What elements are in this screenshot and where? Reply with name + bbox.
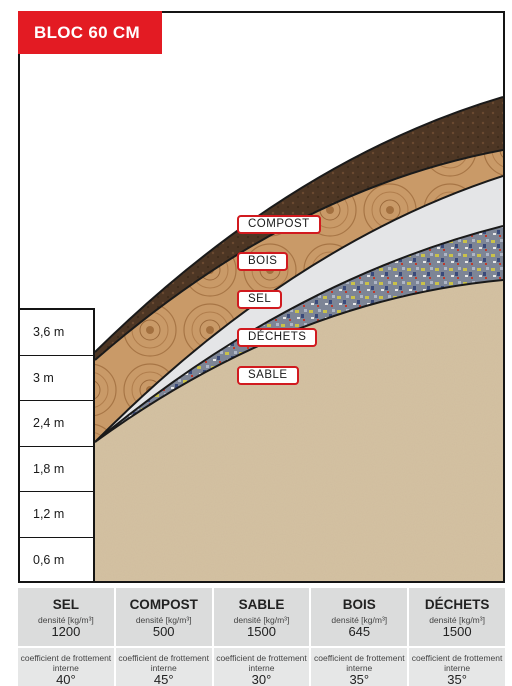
label-sable: SABLE	[237, 366, 299, 385]
scale-tick: 1,2 m	[20, 492, 93, 538]
material-column: BOIS densité [kg/m³] 645 coefficient de …	[311, 588, 408, 686]
friction-value: 35°	[447, 672, 467, 686]
density-label: densité [kg/m³]	[38, 615, 94, 625]
density-label: densité [kg/m³]	[331, 615, 388, 625]
friction-label: coefficient de frottement interne	[216, 653, 307, 673]
material-name: COMPOST	[129, 597, 198, 612]
height-scale: 3,6 m 3 m 2,4 m 1,8 m 1,2 m 0,6 m	[18, 308, 95, 583]
friction-label: coefficient de frottement interne	[118, 653, 209, 673]
friction-value: 45°	[153, 672, 174, 686]
label-compost: COMPOST	[237, 215, 321, 234]
scale-tick: 3,6 m	[20, 310, 93, 356]
density-value: 645	[348, 624, 371, 639]
material-name: BOIS	[342, 597, 376, 612]
density-value: 1500	[247, 624, 276, 639]
density-label: densité [kg/m³]	[429, 615, 485, 625]
friction-label: coefficient de frottement interne	[314, 653, 405, 673]
friction-value: 35°	[349, 672, 370, 686]
material-column: DÉCHETS densité [kg/m³] 1500 coefficient…	[409, 588, 505, 686]
friction-label: coefficient de frottement interne	[411, 653, 503, 673]
materials-table: SEL densité [kg/m³] 1200 coefficient de …	[18, 588, 505, 686]
label-dechets: DÉCHETS	[237, 328, 318, 347]
label-bois: BOIS	[237, 252, 289, 271]
scale-tick: 1,8 m	[20, 447, 93, 492]
scale-tick: 0,6 m	[33, 552, 65, 567]
density-value: 1500	[442, 624, 472, 639]
density-value: 500	[152, 624, 175, 639]
friction-label: coefficient de frottement interne	[20, 653, 112, 673]
block-title: BLOC 60 CM	[18, 11, 162, 54]
material-name: SABLE	[238, 597, 285, 612]
density-label: densité [kg/m³]	[135, 615, 192, 625]
scale-tick: 3 m	[20, 356, 93, 401]
material-name: DÉCHETS	[424, 597, 490, 612]
material-column: SABLE densité [kg/m³] 1500 coefficient d…	[213, 588, 310, 686]
density-value: 1200	[51, 624, 81, 639]
friction-value: 30°	[251, 672, 272, 686]
density-label: densité [kg/m³]	[233, 615, 290, 625]
label-sel: SEL	[237, 290, 283, 309]
friction-value: 40°	[56, 672, 76, 686]
scale-tick: 2,4 m	[20, 401, 93, 447]
material-column: SEL densité [kg/m³] 1200 coefficient de …	[18, 588, 114, 686]
material-column: COMPOST densité [kg/m³] 500 coefficient …	[115, 588, 212, 686]
material-name: SEL	[52, 597, 80, 612]
